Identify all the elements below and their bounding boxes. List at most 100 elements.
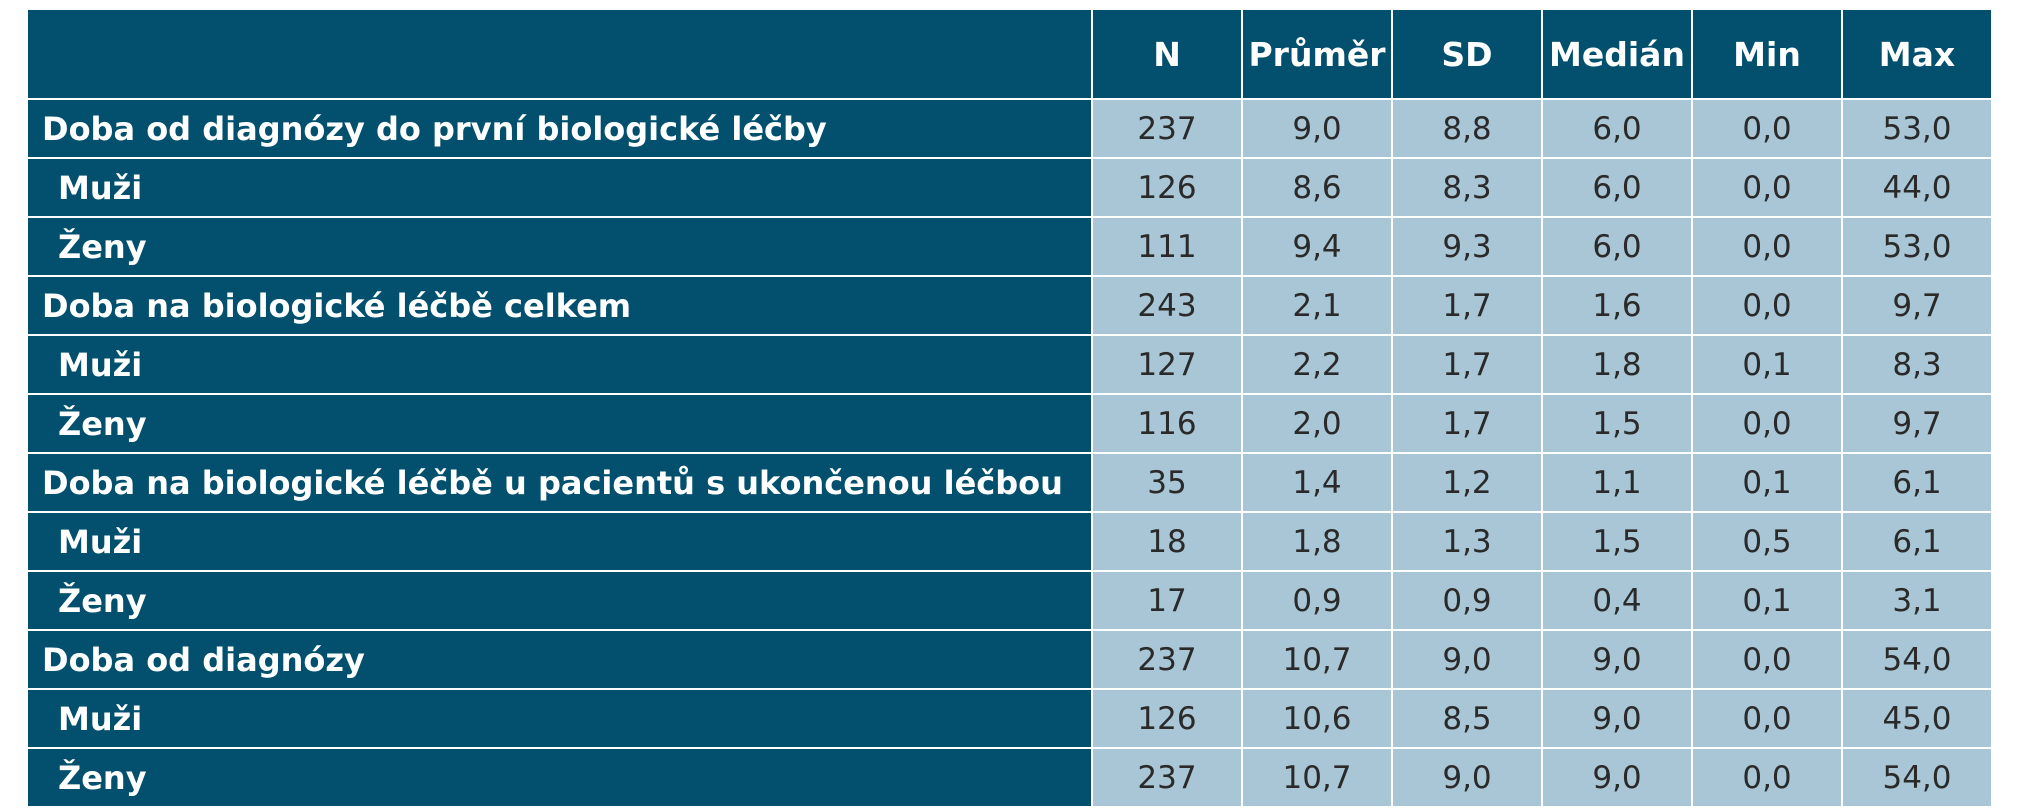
cell-median: 6,0 bbox=[1541, 216, 1693, 277]
cell-sd: 1,7 bbox=[1391, 275, 1543, 336]
cell-max: 9,7 bbox=[1841, 275, 1993, 336]
row-label: Ženy bbox=[26, 216, 1093, 277]
cell-min: 0,0 bbox=[1691, 629, 1843, 690]
table-row: Muži 126 8,6 8,3 6,0 0,0 44,0 bbox=[26, 157, 1993, 218]
cell-min: 0,1 bbox=[1691, 570, 1843, 631]
cell-median: 9,0 bbox=[1541, 629, 1693, 690]
cell-sd: 9,0 bbox=[1391, 747, 1543, 808]
table-row: Ženy 237 10,7 9,0 9,0 0,0 54,0 bbox=[26, 747, 1993, 808]
cell-min: 0,0 bbox=[1691, 747, 1843, 808]
cell-max: 6,1 bbox=[1841, 511, 1993, 572]
row-label: Muži bbox=[26, 334, 1093, 395]
cell-sd: 0,9 bbox=[1391, 570, 1543, 631]
cell-max: 6,1 bbox=[1841, 452, 1993, 513]
cell-median: 1,8 bbox=[1541, 334, 1693, 395]
cell-sd: 9,3 bbox=[1391, 216, 1543, 277]
cell-n: 116 bbox=[1091, 393, 1243, 454]
table-row: Doba na biologické léčbě celkem 243 2,1 … bbox=[26, 275, 1993, 336]
cell-prumer: 10,7 bbox=[1241, 629, 1393, 690]
row-label: Doba na biologické léčbě celkem bbox=[26, 275, 1093, 336]
cell-max: 9,7 bbox=[1841, 393, 1993, 454]
cell-prumer: 9,4 bbox=[1241, 216, 1393, 277]
table-row: Doba od diagnózy 237 10,7 9,0 9,0 0,0 54… bbox=[26, 629, 1993, 690]
cell-median: 6,0 bbox=[1541, 157, 1693, 218]
table-row: Ženy 111 9,4 9,3 6,0 0,0 53,0 bbox=[26, 216, 1993, 277]
cell-prumer: 8,6 bbox=[1241, 157, 1393, 218]
cell-max: 54,0 bbox=[1841, 629, 1993, 690]
cell-prumer: 0,9 bbox=[1241, 570, 1393, 631]
header-max: Max bbox=[1841, 8, 1993, 100]
cell-min: 0,0 bbox=[1691, 157, 1843, 218]
cell-min: 0,0 bbox=[1691, 393, 1843, 454]
table-row: Ženy 116 2,0 1,7 1,5 0,0 9,7 bbox=[26, 393, 1993, 454]
cell-prumer: 2,1 bbox=[1241, 275, 1393, 336]
cell-max: 54,0 bbox=[1841, 747, 1993, 808]
table-header-row: N Průměr SD Medián Min Max bbox=[26, 8, 1993, 100]
cell-median: 0,4 bbox=[1541, 570, 1693, 631]
row-label: Ženy bbox=[26, 570, 1093, 631]
cell-sd: 9,0 bbox=[1391, 629, 1543, 690]
cell-n: 17 bbox=[1091, 570, 1243, 631]
header-n: N bbox=[1091, 8, 1243, 100]
cell-n: 18 bbox=[1091, 511, 1243, 572]
cell-min: 0,5 bbox=[1691, 511, 1843, 572]
row-label: Ženy bbox=[26, 393, 1093, 454]
cell-min: 0,1 bbox=[1691, 452, 1843, 513]
header-label-column bbox=[26, 8, 1093, 100]
cell-n: 243 bbox=[1091, 275, 1243, 336]
cell-prumer: 1,4 bbox=[1241, 452, 1393, 513]
row-label: Doba od diagnózy bbox=[26, 629, 1093, 690]
cell-prumer: 2,0 bbox=[1241, 393, 1393, 454]
cell-min: 0,0 bbox=[1691, 216, 1843, 277]
cell-n: 35 bbox=[1091, 452, 1243, 513]
cell-median: 9,0 bbox=[1541, 747, 1693, 808]
cell-median: 1,1 bbox=[1541, 452, 1693, 513]
cell-sd: 8,8 bbox=[1391, 98, 1543, 159]
table-row: Ženy 17 0,9 0,9 0,4 0,1 3,1 bbox=[26, 570, 1993, 631]
cell-prumer: 1,8 bbox=[1241, 511, 1393, 572]
cell-min: 0,1 bbox=[1691, 334, 1843, 395]
cell-min: 0,0 bbox=[1691, 688, 1843, 749]
cell-prumer: 10,6 bbox=[1241, 688, 1393, 749]
cell-n: 237 bbox=[1091, 98, 1243, 159]
cell-sd: 8,3 bbox=[1391, 157, 1543, 218]
cell-n: 237 bbox=[1091, 747, 1243, 808]
header-sd: SD bbox=[1391, 8, 1543, 100]
cell-max: 53,0 bbox=[1841, 98, 1993, 159]
header-prumer: Průměr bbox=[1241, 8, 1393, 100]
table-row: Doba od diagnózy do první biologické léč… bbox=[26, 98, 1993, 159]
row-label: Muži bbox=[26, 157, 1093, 218]
cell-min: 0,0 bbox=[1691, 275, 1843, 336]
cell-max: 8,3 bbox=[1841, 334, 1993, 395]
row-label: Muži bbox=[26, 688, 1093, 749]
header-median: Medián bbox=[1541, 8, 1693, 100]
cell-sd: 1,2 bbox=[1391, 452, 1543, 513]
cell-median: 1,6 bbox=[1541, 275, 1693, 336]
cell-prumer: 10,7 bbox=[1241, 747, 1393, 808]
cell-min: 0,0 bbox=[1691, 98, 1843, 159]
cell-sd: 1,7 bbox=[1391, 334, 1543, 395]
cell-median: 9,0 bbox=[1541, 688, 1693, 749]
cell-prumer: 2,2 bbox=[1241, 334, 1393, 395]
statistics-table: N Průměr SD Medián Min Max Doba od diagn… bbox=[26, 8, 1993, 808]
cell-median: 1,5 bbox=[1541, 393, 1693, 454]
cell-max: 45,0 bbox=[1841, 688, 1993, 749]
row-label: Doba na biologické léčbě u pacientů s uk… bbox=[26, 452, 1093, 513]
row-label: Muži bbox=[26, 511, 1093, 572]
cell-sd: 1,7 bbox=[1391, 393, 1543, 454]
cell-max: 3,1 bbox=[1841, 570, 1993, 631]
cell-prumer: 9,0 bbox=[1241, 98, 1393, 159]
cell-n: 111 bbox=[1091, 216, 1243, 277]
row-label: Ženy bbox=[26, 747, 1093, 808]
table-row: Doba na biologické léčbě u pacientů s uk… bbox=[26, 452, 1993, 513]
cell-n: 126 bbox=[1091, 157, 1243, 218]
table-row: Muži 126 10,6 8,5 9,0 0,0 45,0 bbox=[26, 688, 1993, 749]
cell-median: 6,0 bbox=[1541, 98, 1693, 159]
cell-n: 127 bbox=[1091, 334, 1243, 395]
cell-n: 126 bbox=[1091, 688, 1243, 749]
cell-sd: 1,3 bbox=[1391, 511, 1543, 572]
table-row: Muži 18 1,8 1,3 1,5 0,5 6,1 bbox=[26, 511, 1993, 572]
cell-sd: 8,5 bbox=[1391, 688, 1543, 749]
cell-n: 237 bbox=[1091, 629, 1243, 690]
cell-median: 1,5 bbox=[1541, 511, 1693, 572]
